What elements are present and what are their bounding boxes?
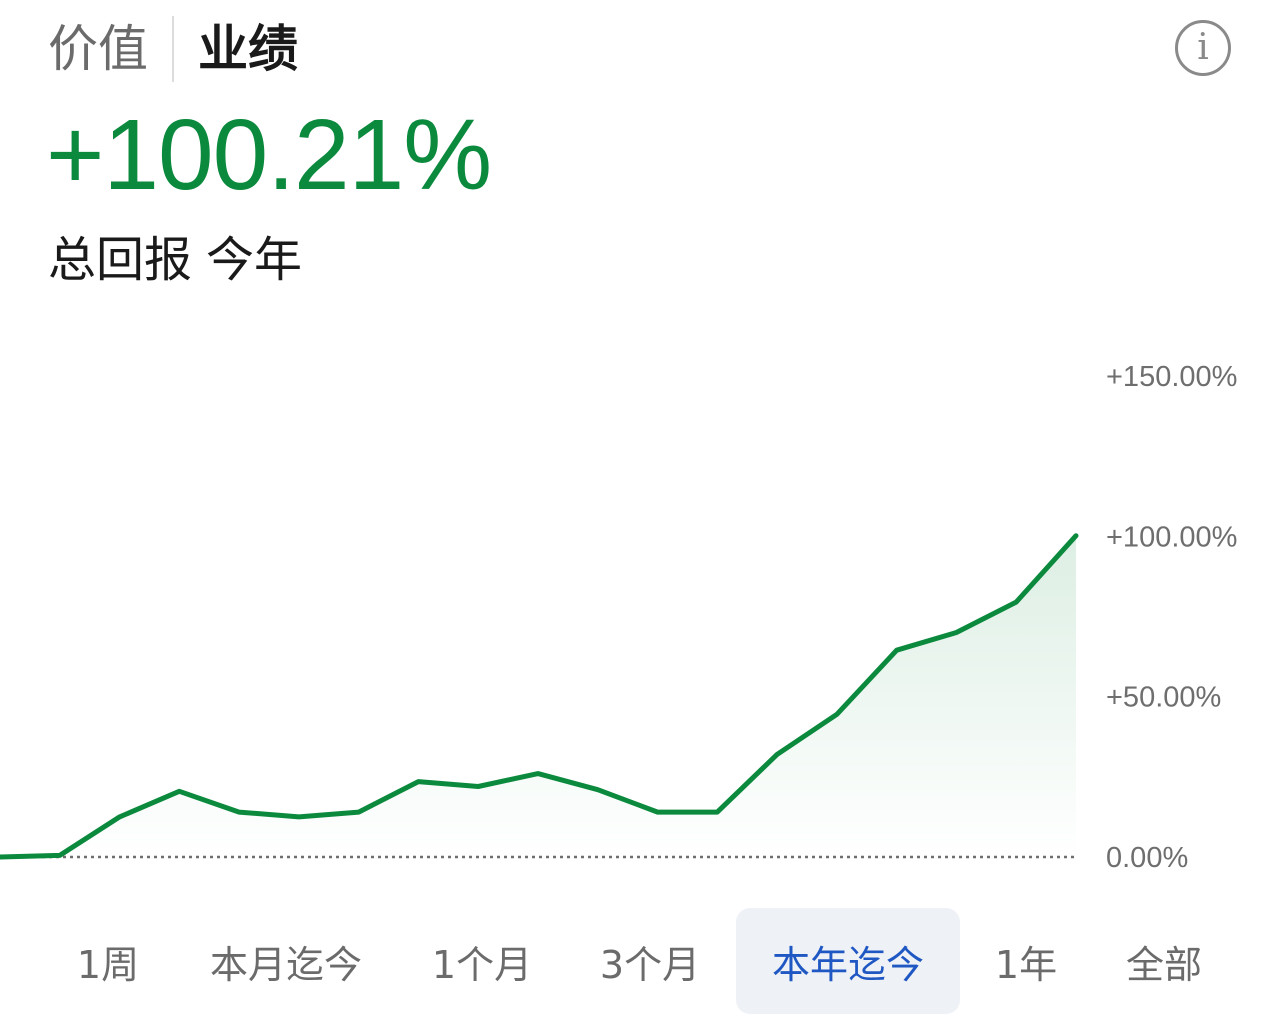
info-button[interactable]: i [1175,20,1231,76]
y-tick-label: 0.00% [1106,842,1188,874]
tab-performance[interactable]: 业绩 [198,20,298,78]
y-tick-label: +50.00% [1106,682,1221,714]
chart-area-fill [0,535,1076,857]
y-axis-ticks: 0.00% +50.00% +100.00% +150.00% [1106,361,1237,874]
range-1w-button[interactable]: 1周 [76,942,140,987]
total-return-value: +100.21% [46,99,492,211]
period-label: 今年 [206,232,303,288]
time-range-selector: 1周 本月迄今 1个月 3个月 本年迄今 1年 全部 [0,906,1284,1016]
info-icon: i [1197,27,1209,68]
range-3m-button[interactable]: 3个月 [599,942,701,987]
tab-divider [172,16,174,82]
total-return-label: 总回报 [48,232,193,288]
chart-series-line [0,533,1079,860]
tab-value[interactable]: 价值 [48,20,148,78]
total-return-caption: 总回报 今年 [48,228,302,292]
range-all-button[interactable]: 全部 [1125,942,1202,987]
range-1m-button[interactable]: 1个月 [431,942,533,987]
range-mtd-button[interactable]: 本月迄今 [209,942,362,987]
range-ytd-button[interactable]: 本年迄今 [736,908,960,1014]
performance-chart: 0.00% +50.00% +100.00% +150.00% [0,361,1237,874]
segment-tabs: 价值 业绩 [48,14,298,84]
y-tick-label: +150.00% [1106,361,1237,393]
range-1y-button[interactable]: 1年 [994,942,1058,987]
y-tick-label: +100.00% [1106,521,1237,553]
